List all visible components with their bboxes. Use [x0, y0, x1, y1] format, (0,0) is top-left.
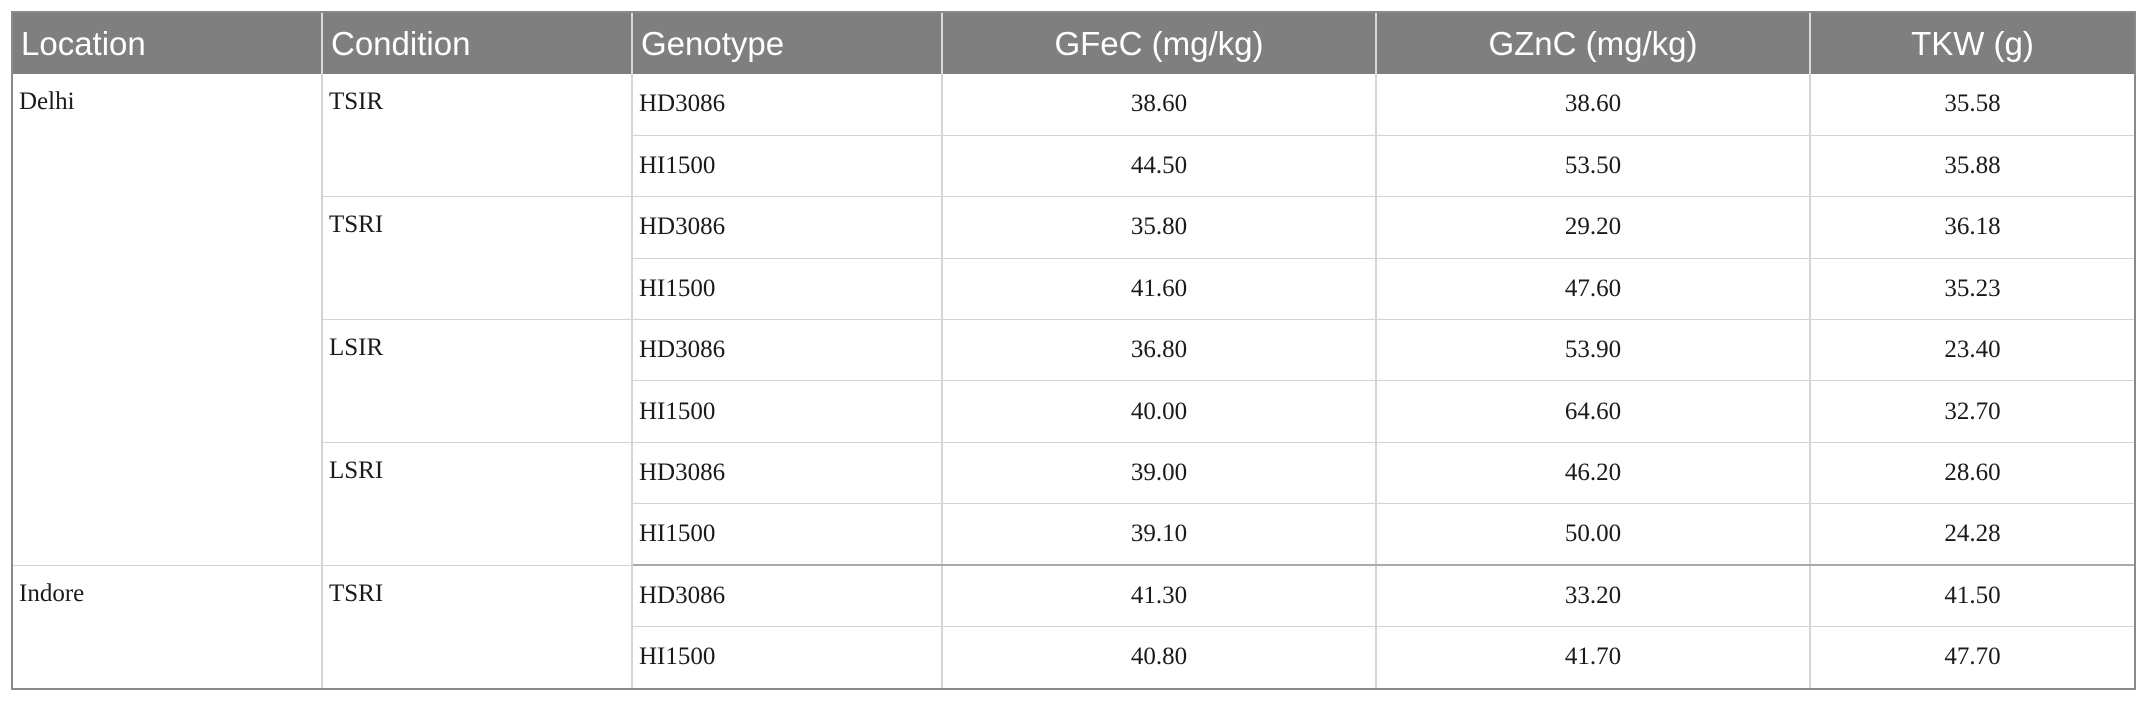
cell-gznc: 33.20 [1376, 565, 1811, 628]
table-row: HI1500 44.50 53.50 35.88 [13, 135, 2134, 198]
cell-genotype: HI1500 [632, 626, 943, 688]
table-row: LSRI HD3086 39.00 46.20 28.60 [13, 442, 2134, 566]
cell-gfec: 41.60 [942, 258, 1377, 321]
cell-gfec: 39.00 [942, 442, 1377, 505]
cell-gfec: 41.30 [942, 565, 1377, 628]
cell-gznc: 53.50 [1376, 135, 1811, 198]
table-row: Indore TSRI HD3086 41.30 33.20 41.50 [13, 565, 2134, 688]
header-tkw: TKW (g) [1810, 13, 2134, 74]
cell-gfec: 40.80 [942, 626, 1377, 688]
cell-genotype: HD3086 [632, 442, 943, 505]
cell-genotype: HD3086 [632, 319, 943, 382]
cell-gznc: 46.20 [1376, 442, 1811, 505]
cell-gznc: 53.90 [1376, 319, 1811, 382]
cell-condition: TSRI [322, 196, 633, 321]
cell-gfec: 44.50 [942, 135, 1377, 198]
cell-genotype: HI1500 [632, 135, 943, 198]
cell-tkw: 28.60 [1810, 442, 2134, 505]
header-gfec: GFeC (mg/kg) [942, 13, 1377, 74]
cell-tkw: 41.50 [1810, 565, 2134, 628]
table-row: HI1500 41.60 47.60 35.23 [13, 258, 2134, 321]
header-genotype: Genotype [632, 13, 943, 74]
cell-gznc: 29.20 [1376, 196, 1811, 259]
header-gznc: GZnC (mg/kg) [1376, 13, 1811, 74]
cell-gznc: 38.60 [1376, 74, 1811, 136]
cell-gznc: 41.70 [1376, 626, 1811, 688]
cell-gfec: 40.00 [942, 380, 1377, 443]
cell-tkw: 36.18 [1810, 196, 2134, 259]
cell-gznc: 50.00 [1376, 503, 1811, 567]
table-row: LSIR HD3086 36.80 53.90 23.40 [13, 319, 2134, 443]
cell-tkw: 35.23 [1810, 258, 2134, 321]
cell-gfec: 38.60 [942, 74, 1377, 136]
cell-condition: LSRI [322, 442, 633, 566]
cell-gfec: 36.80 [942, 319, 1377, 382]
cell-location: Indore [13, 565, 323, 688]
cell-genotype: HI1500 [632, 503, 943, 567]
data-table: Location Condition Genotype GFeC (mg/kg)… [13, 13, 2134, 688]
cell-genotype: HI1500 [632, 258, 943, 321]
cell-tkw: 35.58 [1810, 74, 2134, 136]
cell-tkw: 24.28 [1810, 503, 2134, 567]
table-row: HI1500 40.80 41.70 47.70 [13, 626, 2134, 688]
cell-condition: LSIR [322, 319, 633, 443]
table-row: TSRI HD3086 35.80 29.20 36.18 [13, 196, 2134, 321]
cell-tkw: 23.40 [1810, 319, 2134, 382]
cell-genotype: HD3086 [632, 565, 943, 628]
header-condition: Condition [322, 13, 633, 74]
data-table-container: Location Condition Genotype GFeC (mg/kg)… [11, 11, 2136, 690]
cell-condition: TSRI [322, 565, 633, 688]
cell-gfec: 39.10 [942, 503, 1377, 567]
cell-gfec: 35.80 [942, 196, 1377, 259]
cell-tkw: 47.70 [1944, 643, 2001, 671]
table-header-row: Location Condition Genotype GFeC (mg/kg)… [13, 13, 2134, 74]
cell-gznc: 47.60 [1376, 258, 1811, 321]
cell-gznc: 64.60 [1376, 380, 1811, 443]
cell-genotype: HD3086 [632, 74, 943, 136]
cell-genotype: HD3086 [632, 196, 943, 259]
cell-tkw: 35.88 [1810, 135, 2134, 198]
table-row: HI1500 39.10 50.00 24.28 [13, 503, 2134, 567]
table-row: Delhi TSIR HD3086 38.60 38.60 35.58 [13, 74, 2134, 566]
table-row: HI1500 40.00 64.60 32.70 [13, 380, 2134, 443]
header-location: Location [13, 13, 323, 74]
cell-location: Delhi [13, 74, 323, 566]
cell-genotype: HI1500 [632, 380, 943, 443]
cell-condition: TSIR [322, 74, 633, 198]
cell-tkw: 32.70 [1810, 380, 2134, 443]
